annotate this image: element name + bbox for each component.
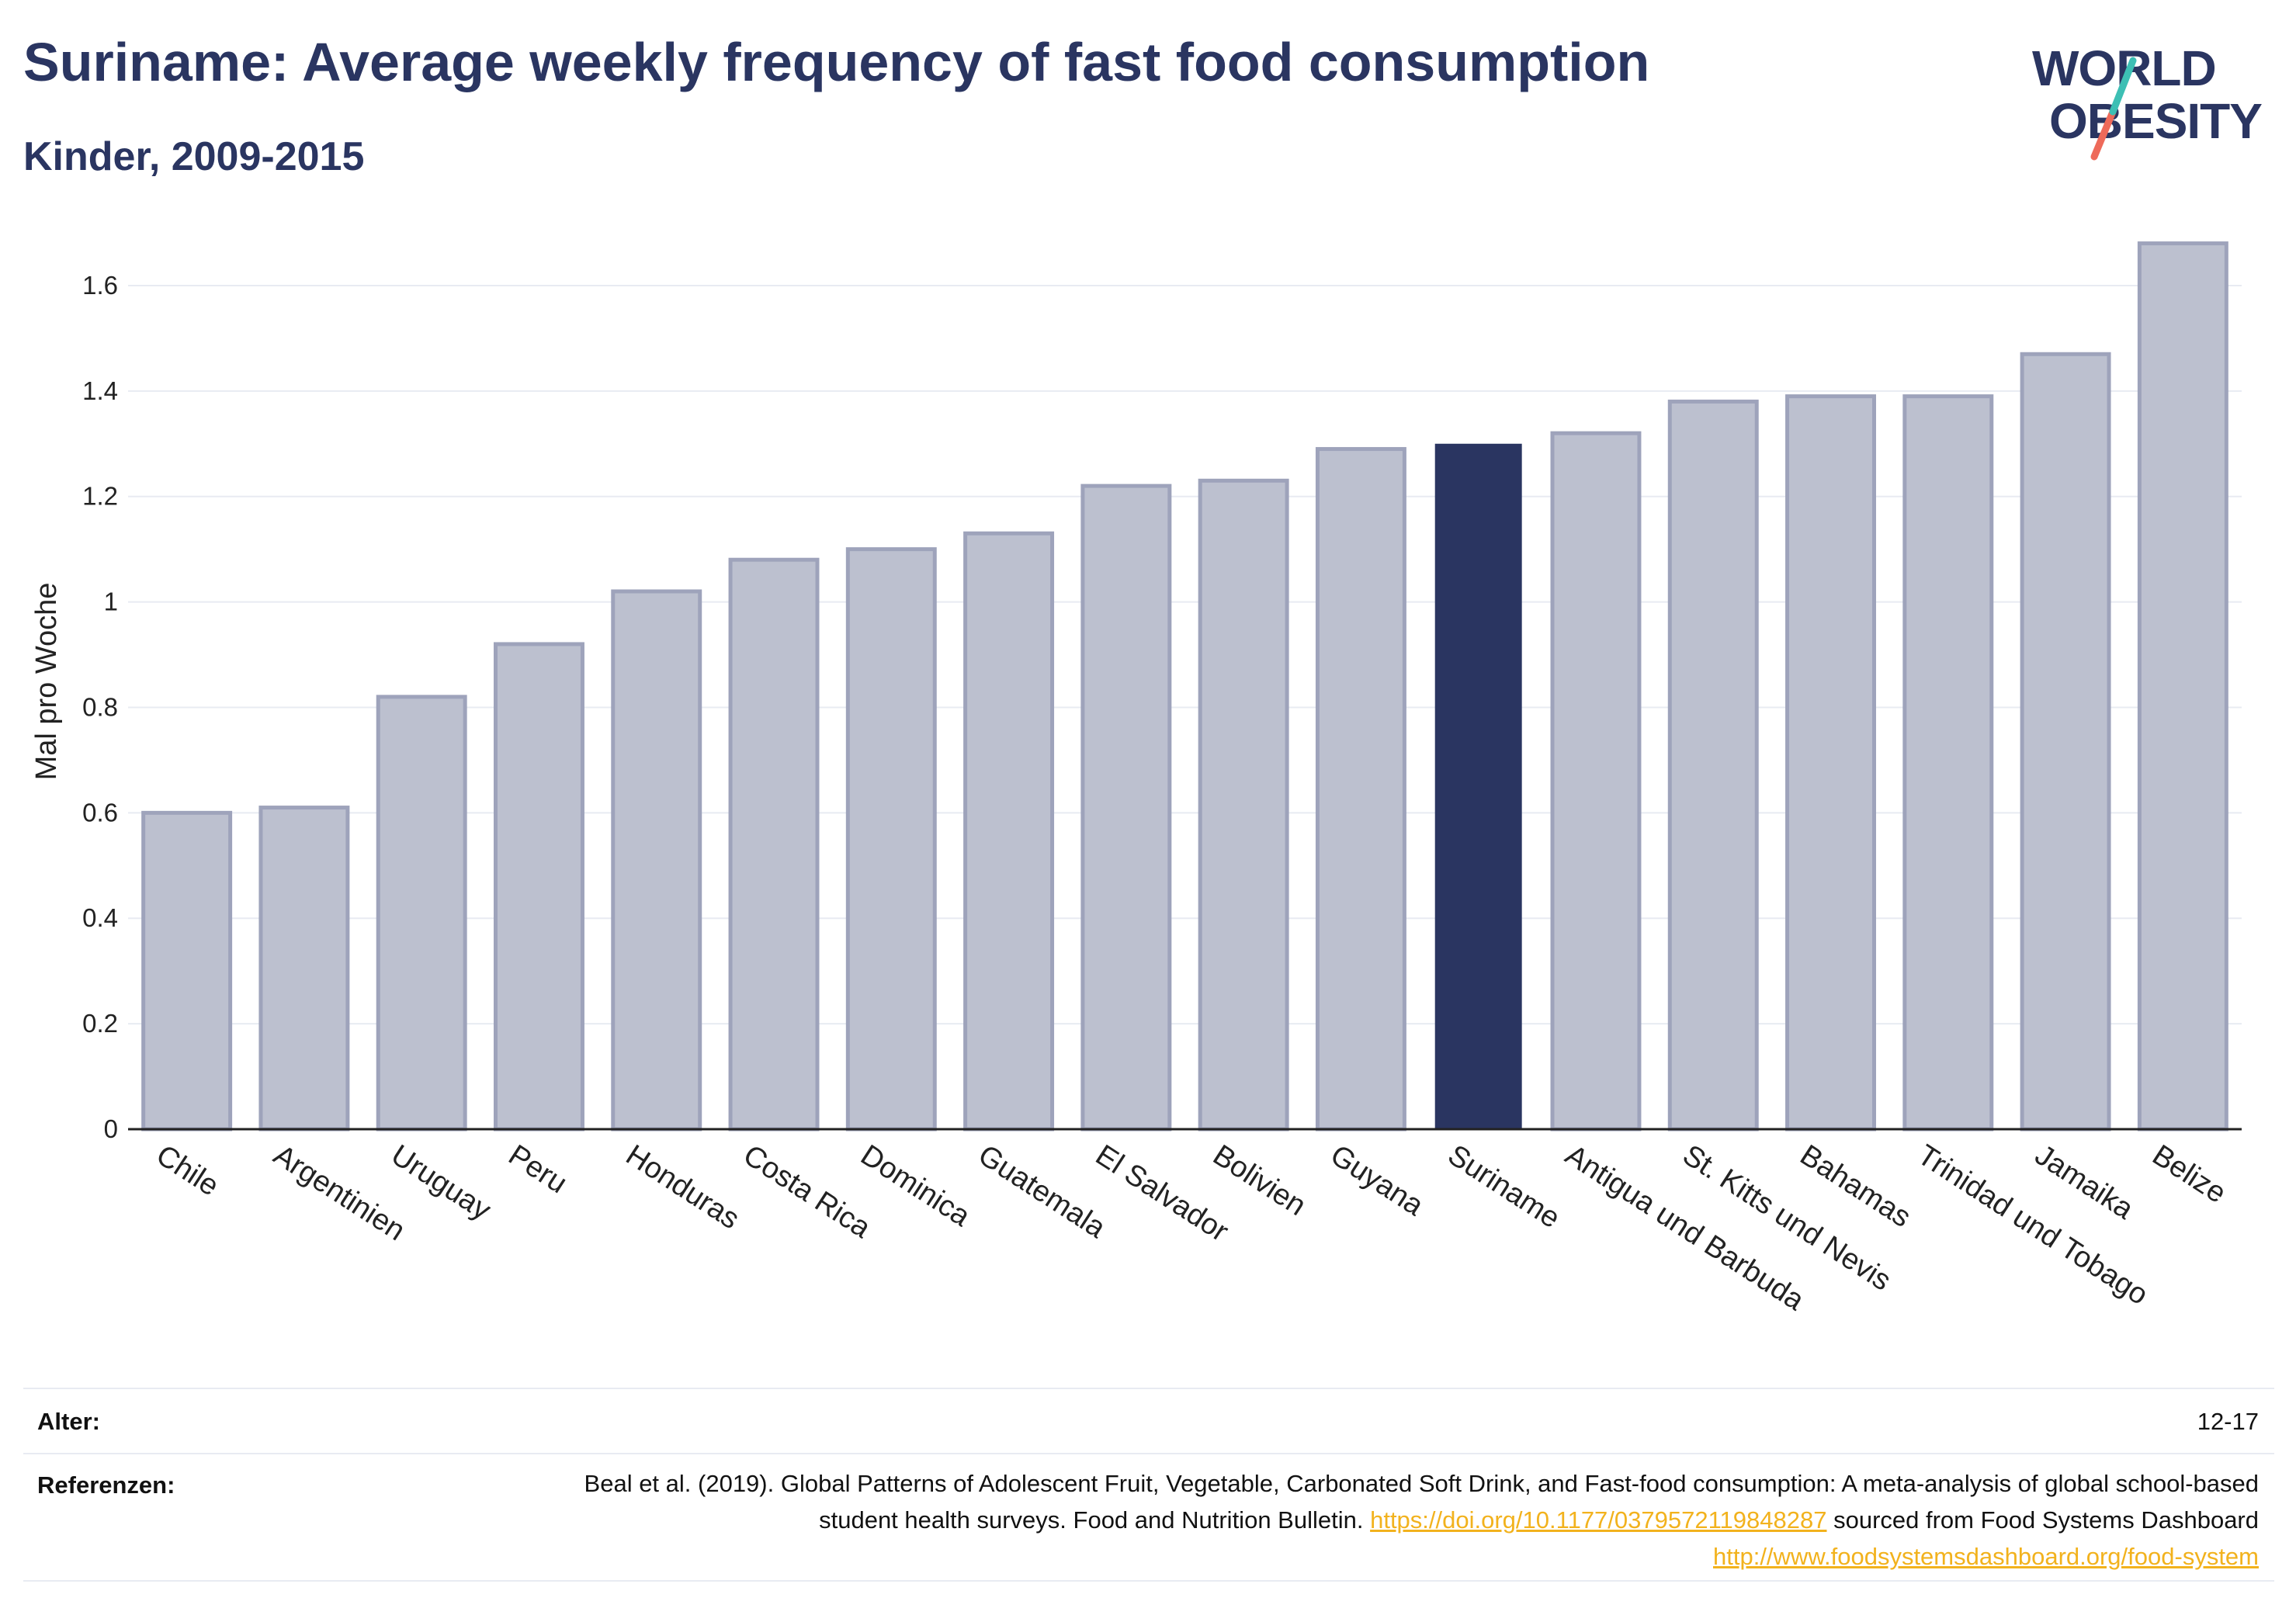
y-tick-label: 1.6 [82, 271, 118, 300]
references-text: Beal et al. (2019). Global Patterns of A… [551, 1465, 2259, 1575]
bar-belize [2137, 241, 2228, 1132]
y-tick-label: 1.2 [82, 482, 118, 511]
bar-guatemala [963, 531, 1055, 1132]
x-tick-label: Belize [2146, 1139, 2232, 1210]
reference-dashboard-link[interactable]: http://www.foodsystemsdashboard.org/food… [1713, 1543, 2259, 1570]
bar-chile [141, 810, 233, 1132]
bar-honduras [611, 589, 702, 1132]
reference-source: sourced from Food Systems Dashboard [1833, 1506, 2259, 1534]
references-label: Referenzen: [37, 1471, 175, 1499]
world-obesity-logo: WORLD OBESITY [2032, 40, 2263, 161]
y-tick-label: 0.4 [82, 903, 118, 932]
x-tick-label: Suriname [1442, 1139, 1566, 1235]
x-tick-label: Bolivien [1207, 1139, 1311, 1222]
bar-chart: 0 0.2 0.4 0.6 0.8 1 1.2 1.4 1.6 Mal pro Woche Chil… [30, 241, 2242, 1317]
age-value: 12-17 [2197, 1408, 2259, 1435]
footer-divider-bottom [23, 1580, 2274, 1582]
logo-word-obesity: OBESITY [2049, 93, 2262, 149]
x-tick-label: Jamaika [2029, 1139, 2139, 1226]
chart-subtitle: Kinder, 2009-2015 [23, 134, 365, 179]
age-label: Alter: [37, 1408, 100, 1435]
bar-costa-rica [728, 557, 820, 1132]
bar-suriname [1434, 443, 1522, 1129]
footer-divider-middle [23, 1453, 2274, 1454]
reference-citation: Beal et al. (2019). Global Patterns of A… [584, 1470, 2259, 1534]
bar-peru [493, 642, 584, 1132]
y-tick-label: 0 [104, 1114, 118, 1143]
chart-title: Suriname: Average weekly frequency of fa… [23, 32, 1650, 92]
x-tick-label: Peru [503, 1139, 573, 1200]
bar-jamaika [2020, 352, 2111, 1132]
bar-bolivien [1198, 478, 1289, 1132]
y-tick-label: 0.2 [82, 1009, 118, 1038]
y-axis-label: Mal pro Woche [30, 583, 63, 781]
bar-dominica [845, 547, 937, 1132]
footer-divider-top [23, 1388, 2274, 1389]
y-tick-label: 1.4 [82, 376, 118, 405]
x-tick-label: Guyana [1325, 1139, 1430, 1222]
bar-guyana [1315, 447, 1406, 1132]
logo-slash-coral [2090, 108, 2117, 161]
x-tick-label: Honduras [620, 1139, 745, 1236]
bar-argentinien [258, 806, 350, 1132]
bar-trinidad-und-tobago [1902, 394, 1994, 1132]
bar-el-salvador [1080, 483, 1172, 1132]
reference-doi-link[interactable]: https://doi.org/10.1177/0379572119848287 [1370, 1506, 1827, 1534]
bar-bahamas [1785, 394, 1877, 1132]
y-tick-label: 0.6 [82, 798, 118, 827]
x-tick-label: St. Kitts und Nevis [1677, 1139, 1896, 1297]
x-tick-label: Costa Rica [737, 1139, 876, 1245]
y-tick-label: 1 [104, 587, 118, 616]
bar-st-kitts-und-nevis [1667, 399, 1759, 1132]
x-tick-label: El Salvador [1090, 1139, 1234, 1248]
logo-slash-teal [2109, 57, 2137, 116]
x-tick-label: Argentinien [268, 1139, 411, 1247]
bar-antigua-und-barbuda [1550, 431, 1642, 1132]
x-tick-label: Guatemala [973, 1139, 1112, 1245]
bar-uruguay [376, 695, 467, 1132]
x-tick-label: Chile [151, 1139, 225, 1202]
y-tick-label: 0.8 [82, 692, 118, 721]
